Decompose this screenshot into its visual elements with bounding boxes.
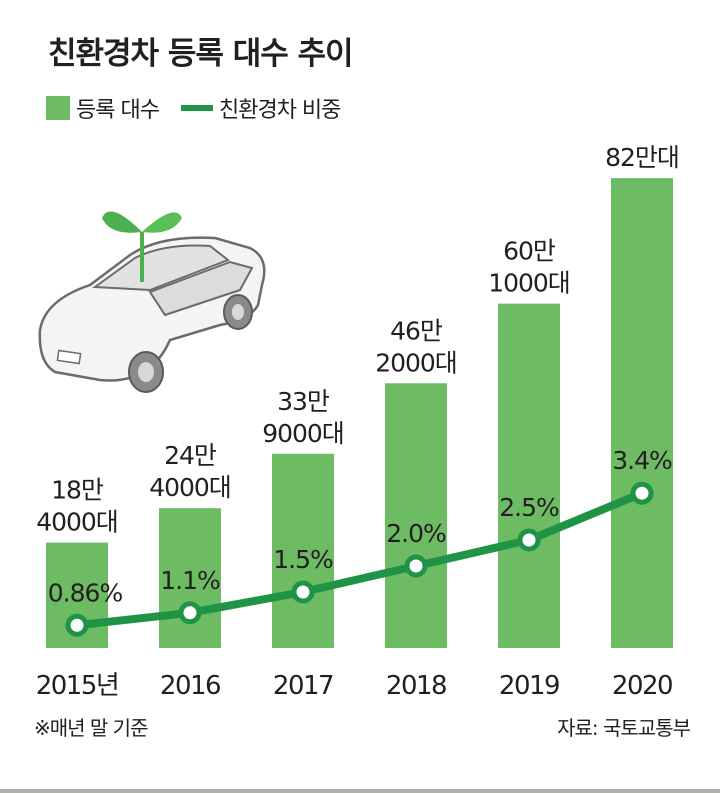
share-value-label: 3.4%: [612, 446, 672, 475]
share-point-2: [291, 580, 315, 604]
bar-value-label: 4000대: [36, 508, 118, 537]
share-value-label: 2.5%: [499, 493, 559, 522]
bar-3: [385, 383, 447, 648]
x-tick-label: 2019: [499, 671, 559, 701]
bar-2: [272, 453, 334, 648]
x-tick-label: 2017: [273, 671, 333, 701]
chart-title: 친환경차 등록 대수 추이: [48, 36, 354, 72]
share-value-label: 2.0%: [386, 519, 446, 548]
footnote: ※매년 말 기준: [34, 716, 148, 740]
bar-value-label: 46만: [390, 316, 443, 345]
bar-1: [159, 508, 221, 648]
share-point-4: [517, 528, 541, 552]
x-tick-label: 2016: [160, 671, 220, 701]
bar-value-label: 24만: [164, 441, 217, 470]
share-point-0: [65, 613, 89, 637]
bar-value-label: 18만: [51, 476, 104, 505]
x-tick-label: 2015년: [36, 671, 119, 701]
legend-bar-swatch: [46, 96, 70, 120]
bar-value-label: 4000대: [149, 473, 231, 502]
legend-bar-label: 등록 대수: [76, 98, 160, 123]
legend-line-swatch: [180, 105, 213, 111]
bar-value-label: 9000대: [262, 419, 344, 448]
share-line: [76, 489, 644, 630]
x-tick-label: 2020: [612, 671, 672, 701]
bar-5: [611, 178, 673, 648]
share-point-1: [178, 601, 202, 625]
legend-line-label: 친환경차 비중: [218, 98, 341, 123]
bar-value-label: 82만대: [605, 143, 679, 172]
share-point-3: [404, 554, 428, 578]
legend: 등록 대수 친환경차 비중: [46, 92, 341, 124]
bar-value-label: 33만: [277, 387, 330, 416]
bar-value-label: 1000대: [488, 269, 570, 298]
share-point-5: [630, 481, 654, 505]
car-illustration: [38, 211, 266, 393]
divider: [0, 789, 720, 793]
share-value-label: 0.86%: [48, 578, 123, 607]
share-value-label: 1.5%: [273, 545, 333, 574]
bar-value-label: 60만: [503, 237, 556, 266]
bar-4: [498, 303, 560, 648]
source-note: 자료: 국토교통부: [557, 716, 691, 740]
share-value-label: 1.1%: [160, 566, 220, 595]
bar-value-label: 2000대: [375, 348, 457, 377]
x-tick-label: 2018: [386, 671, 446, 701]
